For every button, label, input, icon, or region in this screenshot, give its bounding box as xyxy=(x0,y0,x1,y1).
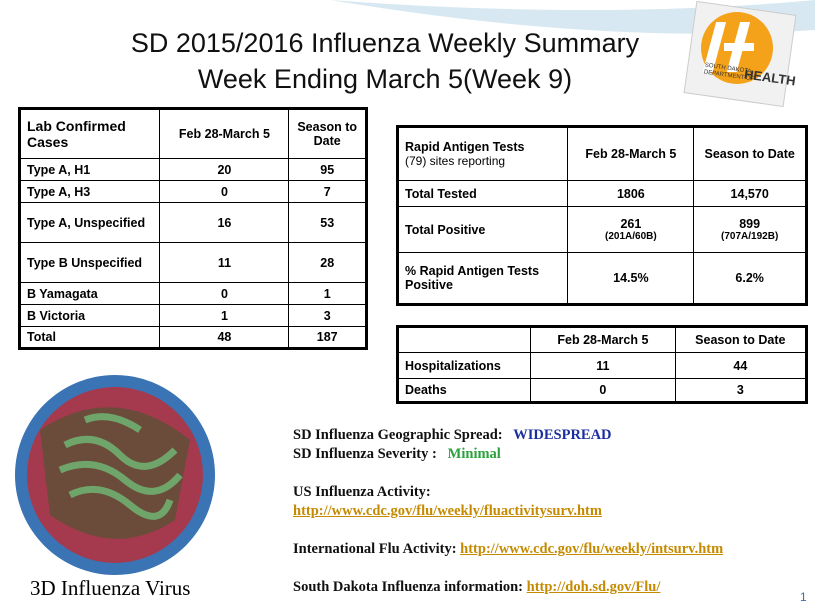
cell: 0 xyxy=(159,282,290,305)
cell: 7 xyxy=(288,180,367,203)
link[interactable]: http://www.cdc.gov/flu/weekly/fluactivit… xyxy=(293,503,602,519)
cell: Deaths xyxy=(396,378,532,403)
title-line: SD 2015/2016 Influenza Weekly Summary xyxy=(130,28,640,58)
cell: Type B Unspecified xyxy=(18,242,161,283)
row: Type A, Unspecified 16 53 xyxy=(18,202,367,243)
label: SD Influenza Severity : xyxy=(293,446,437,462)
title-line: Week Ending March 5(Week 9) xyxy=(197,64,573,94)
cell-line: % Rapid Antigen Tests Positive xyxy=(405,264,540,292)
link[interactable]: http://doh.sd.gov/Flu/ xyxy=(526,579,661,595)
cell-line: Rapid Antigen Tests xyxy=(405,140,525,154)
header-row: Rapid Antigen Tests (79) sites reporting F… xyxy=(396,126,807,181)
header-row: Feb 28-March 5 Season to Date xyxy=(396,326,808,353)
cell: Lab Confirmed Cases xyxy=(18,108,161,159)
cell: Type A, Unspecified xyxy=(18,202,161,243)
cell-line: Total Positive xyxy=(405,222,486,237)
row: B Victoria 1 3 xyxy=(18,304,367,327)
cell: Total xyxy=(18,326,161,349)
cell: 20 xyxy=(159,158,290,181)
cell: 53 xyxy=(288,202,367,243)
cell: Feb 28-March 5 xyxy=(530,326,676,353)
cell: Total Positive xyxy=(396,206,569,253)
row: % Rapid Antigen Tests Positive 14.5% 6.2% xyxy=(396,252,807,305)
cell-line: 899 xyxy=(739,217,761,231)
cell: 1806 xyxy=(567,180,695,207)
cell: B Yamagata xyxy=(18,282,161,305)
cell: 14,570 xyxy=(693,180,807,207)
label: US Influenza Activity: xyxy=(293,484,431,500)
cell-line: 6.2% xyxy=(735,271,764,285)
logo xyxy=(683,0,797,108)
cell: Type A, H1 xyxy=(18,158,161,181)
lab-table: Lab Confirmed Cases Feb 28-March 5 Season … xyxy=(18,107,368,350)
cell: 44 xyxy=(674,352,808,379)
label: South Dakota Influenza information: xyxy=(293,579,524,595)
cell-line: Total Tested xyxy=(405,186,477,201)
cell: Season to Date xyxy=(674,326,808,353)
cell: 3 xyxy=(674,378,808,403)
cell: 14.5% xyxy=(567,252,695,305)
row: Hospitalizations 11 44 xyxy=(396,352,808,379)
link[interactable]: http://www.cdc.gov/flu/weekly/intsurv.ht… xyxy=(460,541,724,557)
row: Total Tested 1806 14,570 xyxy=(396,180,807,207)
cell-line: Season to Date xyxy=(704,147,795,161)
cell: 3 xyxy=(288,304,367,327)
cell: 1 xyxy=(159,304,290,327)
row: Type A, H3 0 7 xyxy=(18,180,367,203)
cell: Feb 28-March 5 xyxy=(567,126,695,181)
cell-line: (707A/192B) xyxy=(721,231,779,242)
cell: 11 xyxy=(530,352,676,379)
caption: 3D Influenza Virus xyxy=(30,576,191,600)
cell: 0 xyxy=(530,378,676,403)
slide-number: 1 xyxy=(800,590,807,604)
cell-line: 261 xyxy=(620,217,642,231)
cell: Rapid Antigen Tests (79) sites reporting xyxy=(396,126,569,181)
cell: 899 (707A/192B) xyxy=(693,206,807,253)
row: Type B Unspecified 11 28 xyxy=(18,242,367,283)
cell xyxy=(396,326,532,353)
row: B Yamagata 0 1 xyxy=(18,282,367,305)
row: Total 48 187 xyxy=(18,326,367,349)
label: SD Influenza Geographic Spread: xyxy=(293,427,503,443)
cell: 6.2% xyxy=(693,252,807,305)
cell: Total Tested xyxy=(396,180,569,207)
cell: Type A, H3 xyxy=(18,180,161,203)
cell: Season to Date xyxy=(693,126,807,181)
cell: 187 xyxy=(288,326,367,349)
cell: 95 xyxy=(288,158,367,181)
cell-line: 14,570 xyxy=(730,186,769,201)
cell-line: (201A/60B) xyxy=(605,231,657,242)
cell: Feb 28-March 5 xyxy=(159,108,290,159)
info-block: SD Influenza Geographic Spread: WIDESPRE… xyxy=(293,426,723,597)
value: Minimal xyxy=(447,446,501,462)
virus-image xyxy=(15,375,215,575)
cell: 48 xyxy=(159,326,290,349)
cell: Season to Date xyxy=(288,108,367,159)
cell: 261 (201A/60B) xyxy=(567,206,695,253)
cell-line: 14.5% xyxy=(613,271,649,285)
cell: 16 xyxy=(159,202,290,243)
cell-line: 1806 xyxy=(616,186,645,201)
label: International Flu Activity: xyxy=(293,541,457,557)
row: Type A, H1 20 95 xyxy=(18,158,367,181)
cell: 1 xyxy=(288,282,367,305)
cell-line: (79) sites reporting xyxy=(405,154,506,168)
cell: 28 xyxy=(288,242,367,283)
row: Deaths 0 3 xyxy=(396,378,808,403)
cell: Hospitalizations xyxy=(396,352,532,379)
value: WIDESPREAD xyxy=(513,427,612,443)
cell: B Victoria xyxy=(18,304,161,327)
cell: 0 xyxy=(159,180,290,203)
hosp-table: Feb 28-March 5 Season to Date Hospitalizat… xyxy=(396,325,808,404)
row: Total Positive 261 (201A/60B) 899 (707A/192B… xyxy=(396,206,807,253)
cell-line: Feb 28-March 5 xyxy=(585,147,677,161)
rapid-table: Rapid Antigen Tests (79) sites reporting F… xyxy=(396,125,808,306)
header-row: Lab Confirmed Cases Feb 28-March 5 Season … xyxy=(18,108,367,159)
cell: % Rapid Antigen Tests Positive xyxy=(396,252,569,305)
cell: 11 xyxy=(159,242,290,283)
